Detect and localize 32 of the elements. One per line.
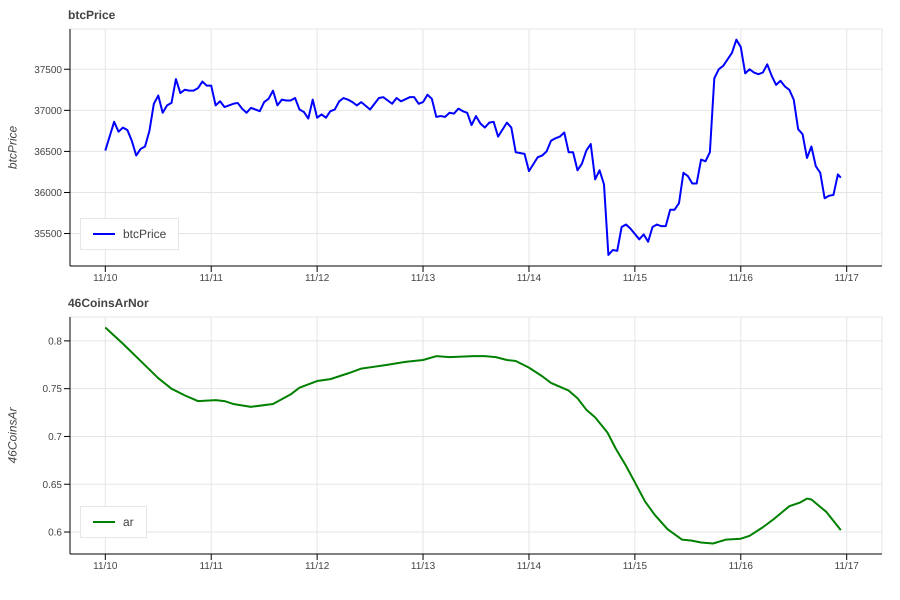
x-tick-label: 11/11 [199, 273, 224, 284]
y-tick-label: 0.8 [48, 336, 62, 348]
chart-title: 46CoinsArNor [68, 296, 150, 312]
y-tick-label: 0.7 [48, 432, 62, 444]
x-tick-label: 11/12 [304, 561, 330, 572]
x-tick-label: 11/16 [728, 273, 754, 284]
y-axis-title: 46CoinsAr [5, 406, 20, 464]
x-tick-label: 11/14 [516, 273, 542, 284]
y-tick-label: 0.6 [48, 528, 62, 539]
x-tick-label: 11/15 [622, 273, 648, 284]
y-tick-label: 36000 [34, 188, 62, 200]
y-tick-label: 37500 [34, 64, 62, 76]
x-tick-label: 11/14 [516, 561, 542, 572]
x-tick-label: 11/10 [93, 273, 118, 284]
y-tick-label: 37000 [34, 106, 62, 117]
x-tick-label: 11/10 [93, 561, 118, 572]
x-tick-label: 11/13 [410, 561, 436, 572]
x-tick-label: 11/11 [199, 561, 224, 572]
y-tick-label: 36500 [34, 146, 62, 158]
x-tick-label: 11/15 [622, 561, 648, 572]
chart-title: btcPrice [68, 8, 116, 24]
y-tick-label: 0.75 [42, 384, 62, 396]
y-tick-label: 35500 [34, 229, 62, 240]
x-tick-label: 11/12 [304, 273, 330, 284]
legend-label: btcPrice [123, 227, 166, 241]
x-tick-label: 11/13 [410, 273, 436, 284]
legend-label: ar [123, 515, 134, 529]
x-tick-label: 11/17 [834, 561, 860, 572]
y-tick-label: 0.65 [42, 480, 62, 491]
x-tick-label: 11/16 [728, 561, 754, 572]
y-axis-title: btcPrice [5, 126, 20, 170]
x-tick-label: 11/17 [834, 273, 860, 284]
